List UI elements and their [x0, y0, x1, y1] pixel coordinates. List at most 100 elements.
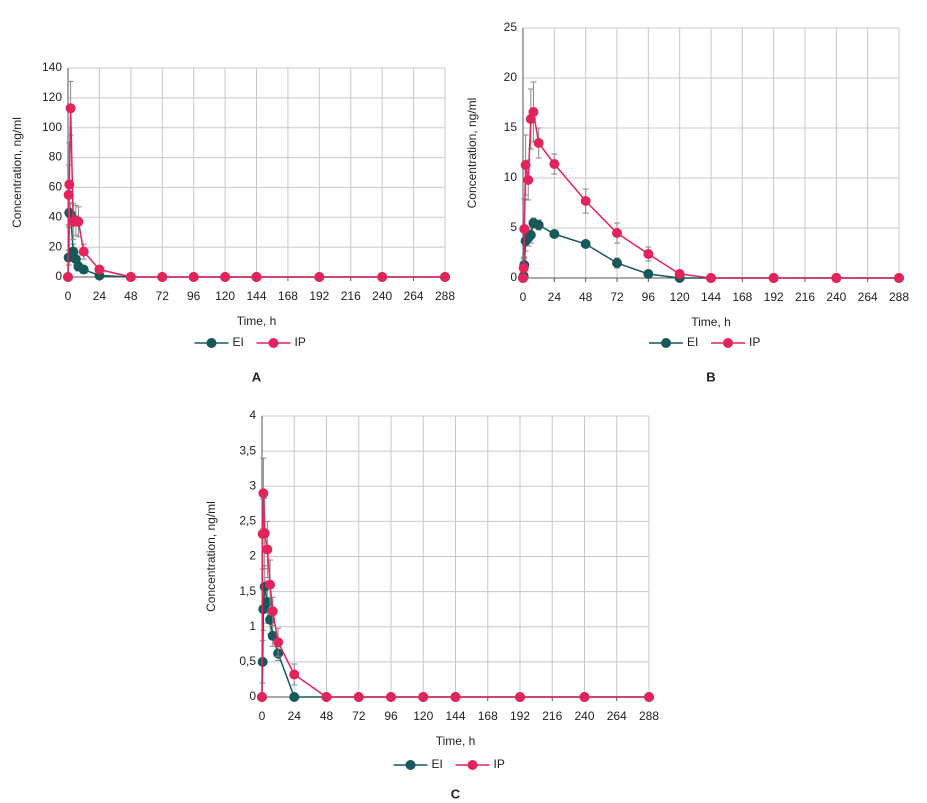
data-point [259, 528, 270, 539]
x-tick-label: 72 [156, 289, 170, 303]
data-point [257, 692, 267, 702]
y-tick-label: 120 [42, 90, 62, 104]
data-point [267, 606, 278, 617]
y-tick-label: 10 [504, 170, 518, 184]
data-point [520, 160, 531, 170]
data-point [251, 272, 262, 282]
y-tick-label: 2,5 [239, 514, 256, 528]
data-point [386, 692, 396, 702]
y-tick-label: 5 [510, 220, 517, 234]
data-point [549, 229, 560, 239]
x-tick-label: 0 [520, 290, 527, 304]
x-axis-title: Time, h [237, 314, 277, 328]
x-tick-label: 0 [65, 289, 72, 303]
data-point [188, 272, 199, 282]
x-tick-label: 24 [288, 709, 302, 723]
data-point [258, 488, 269, 499]
y-tick-label: 0 [249, 689, 256, 703]
data-point [894, 273, 904, 283]
data-point [612, 228, 622, 238]
y-tick-label: 1,5 [239, 584, 256, 598]
x-tick-label: 216 [542, 709, 562, 723]
y-tick-label: 15 [504, 120, 518, 134]
x-tick-label: 192 [764, 290, 784, 304]
y-tick-label: 100 [42, 120, 62, 134]
data-point [314, 272, 325, 282]
legend-marker [467, 760, 478, 770]
data-point [78, 246, 89, 257]
x-tick-label: 168 [732, 290, 752, 304]
legend-label: EI [233, 335, 244, 349]
x-tick-label: 96 [642, 290, 656, 304]
x-tick-label: 24 [548, 290, 562, 304]
data-point [518, 273, 528, 283]
panel-label: B [706, 369, 715, 384]
data-point [612, 258, 622, 268]
data-point [262, 544, 273, 555]
data-point [220, 272, 231, 282]
data-point [643, 249, 654, 259]
legend-marker [268, 338, 279, 348]
data-point [289, 692, 300, 702]
y-tick-label: 60 [49, 180, 63, 194]
panel-label: A [252, 369, 262, 384]
data-point [157, 272, 168, 282]
x-axis-title: Time, h [691, 315, 731, 329]
data-point [525, 230, 536, 240]
y-tick-label: 20 [504, 70, 518, 84]
x-tick-label: 288 [889, 290, 909, 304]
x-tick-label: 144 [246, 289, 266, 303]
data-point [94, 264, 105, 275]
data-point [643, 269, 654, 279]
x-tick-label: 240 [826, 290, 846, 304]
chart-panel: 0 5 10 15 20 25 0 24 48 72 96 120 144 168 192 216 240 264… [465, 20, 909, 384]
legend-label: IP [494, 757, 505, 771]
data-point [518, 263, 529, 273]
data-point [125, 272, 136, 282]
legend-marker [405, 760, 416, 770]
y-tick-label: 0 [55, 269, 62, 283]
y-axis-title: Concentration, ng/ml [10, 117, 24, 228]
data-point [533, 138, 544, 148]
x-tick-label: 264 [858, 290, 878, 304]
x-tick-label: 192 [510, 709, 530, 723]
data-point [440, 272, 450, 282]
y-tick-label: 25 [504, 20, 518, 34]
x-tick-label: 144 [701, 290, 721, 304]
data-point [515, 692, 525, 702]
data-point [831, 273, 842, 283]
y-tick-label: 20 [49, 239, 63, 253]
y-tick-label: 3,5 [239, 443, 256, 457]
x-tick-label: 264 [404, 289, 424, 303]
data-point [580, 196, 591, 206]
y-tick-label: 140 [42, 60, 62, 74]
x-tick-label: 168 [478, 709, 498, 723]
x-tick-label: 168 [278, 289, 298, 303]
legend-marker [206, 338, 217, 348]
data-point [265, 579, 276, 590]
y-tick-label: 1 [249, 619, 256, 633]
data-point [706, 273, 716, 283]
x-tick-label: 240 [372, 289, 392, 303]
legend-label: EI [432, 757, 443, 771]
data-point [73, 216, 84, 227]
legend-marker [723, 338, 733, 348]
data-point [533, 220, 544, 230]
y-tick-label: 40 [49, 209, 63, 223]
x-tick-label: 216 [795, 290, 815, 304]
data-point [644, 692, 654, 702]
data-point [450, 692, 461, 702]
data-point [418, 692, 429, 702]
data-point [674, 269, 685, 279]
data-point [64, 179, 75, 190]
data-point [768, 273, 779, 283]
legend-label: IP [295, 335, 306, 349]
x-axis-title: Time, h [436, 734, 476, 748]
x-tick-label: 96 [187, 289, 201, 303]
x-tick-label: 120 [413, 709, 433, 723]
x-tick-label: 72 [352, 709, 366, 723]
data-point [523, 175, 534, 185]
data-point [289, 669, 300, 680]
legend-label: IP [749, 335, 760, 349]
